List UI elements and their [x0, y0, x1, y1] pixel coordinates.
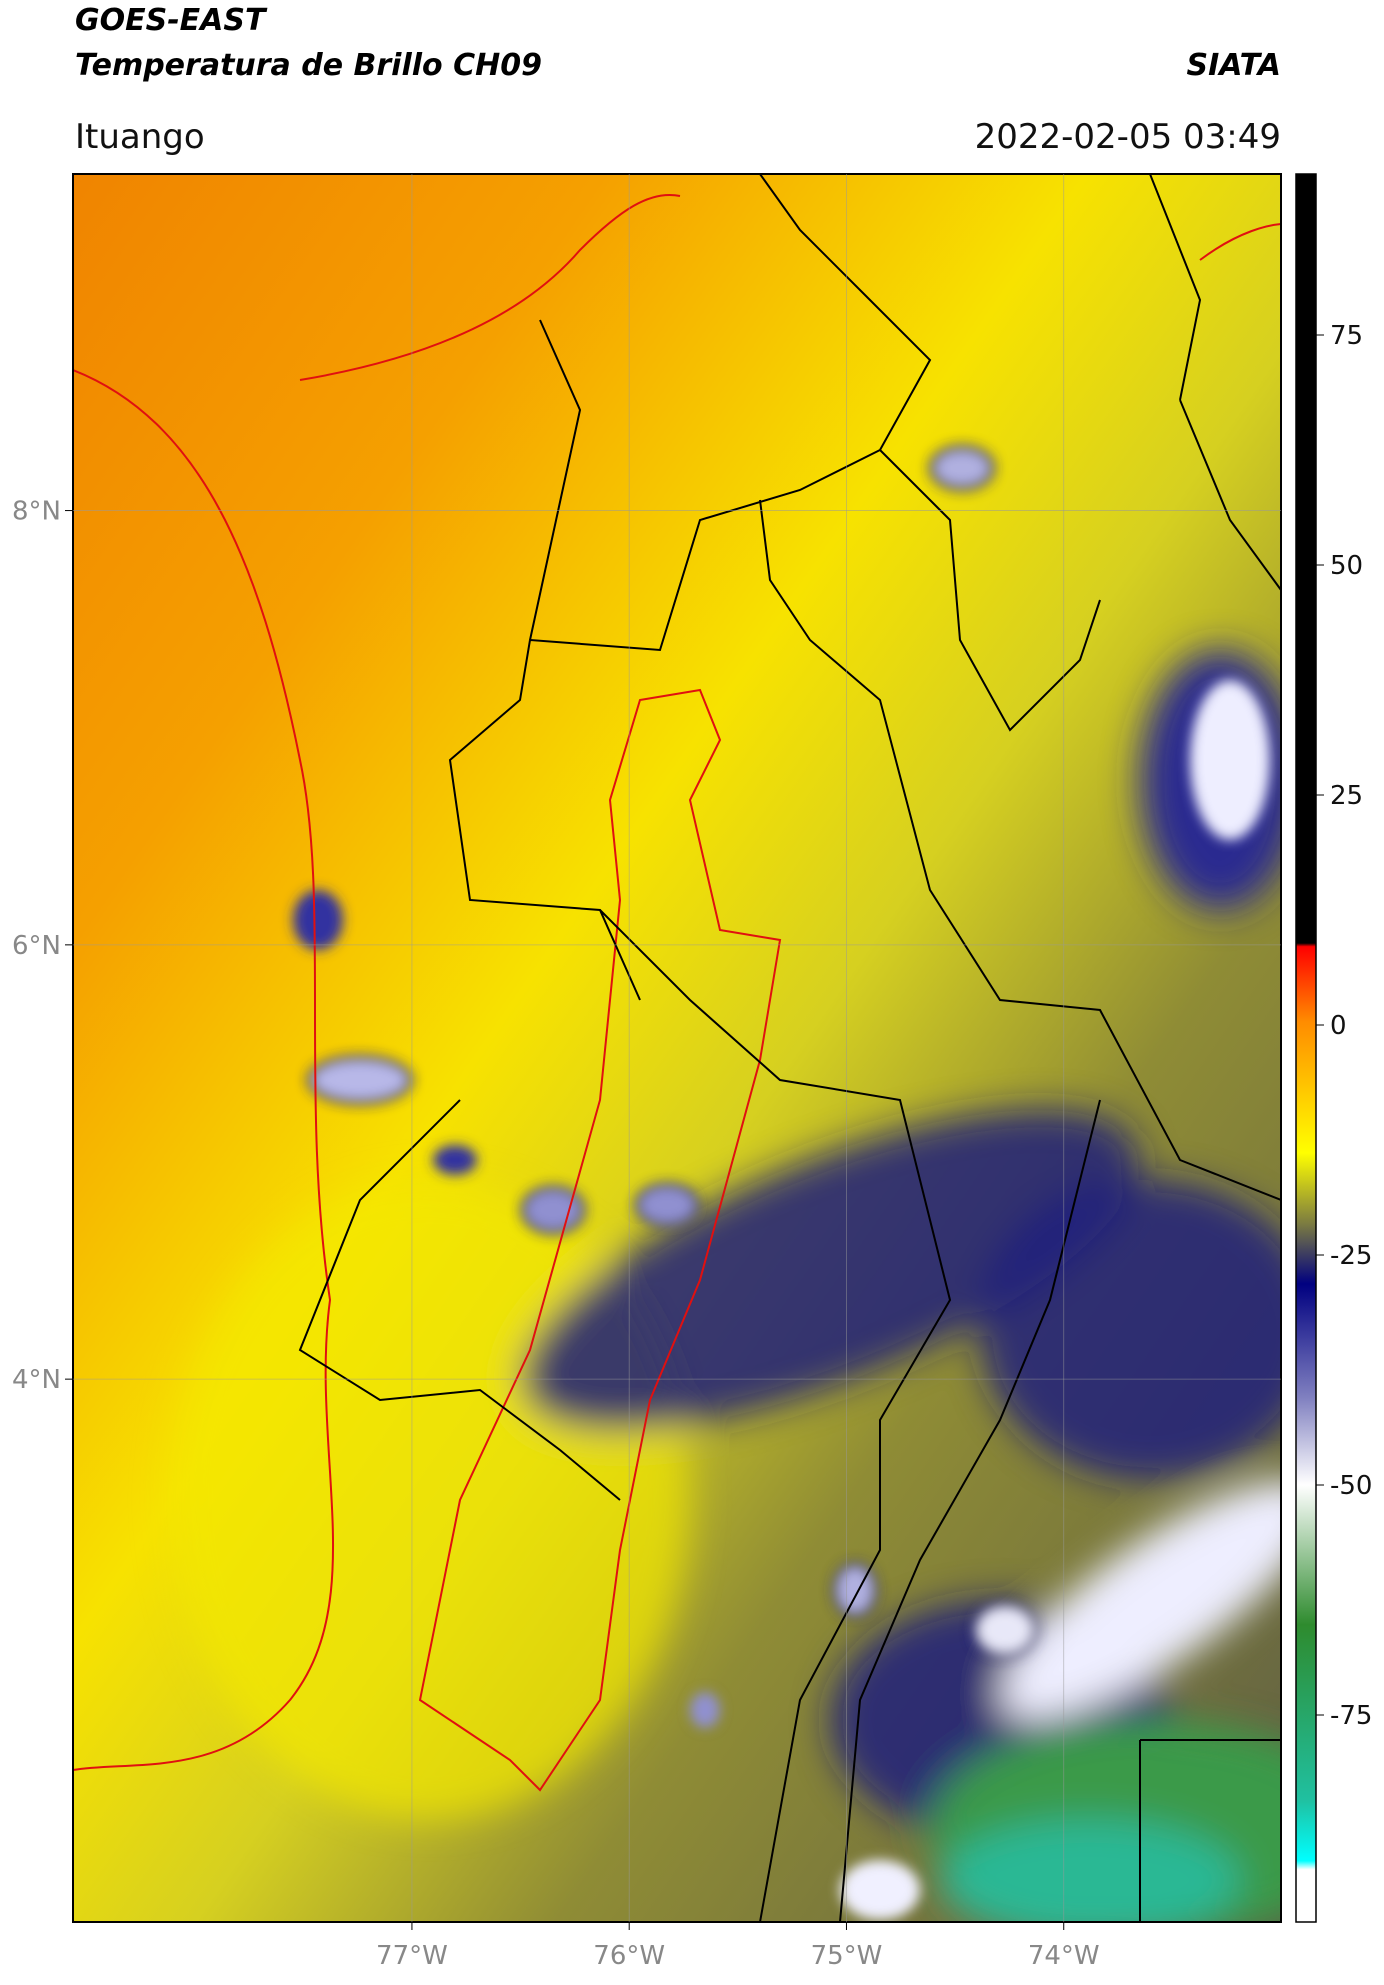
x-tick-label: 77°W [376, 1941, 448, 1971]
map-frame [72, 173, 1282, 1923]
colorbar-tick-label: -75 [1330, 1701, 1372, 1731]
y-tick-label: 6°N [12, 931, 61, 961]
title: GOES-EAST [75, 3, 268, 38]
colorbar [1295, 173, 1317, 1923]
y-tick-label: 4°N [12, 1365, 61, 1395]
x-tick-label: 74°W [1028, 1941, 1100, 1971]
region: Ituango [75, 117, 205, 157]
brand: SIATA [1187, 48, 1281, 83]
colorbar-tick-label: -25 [1330, 1241, 1372, 1271]
colorbar-tick-label: 0 [1330, 1011, 1347, 1041]
satellite-image [73, 174, 1281, 1922]
subtitle: Temperatura de Brillo CH09 [75, 48, 542, 83]
y-tick-label: 8°N [12, 497, 61, 527]
colorbar-tick-label: 25 [1330, 781, 1363, 811]
colorbar-tick-label: 75 [1330, 321, 1363, 351]
colorbar-tick-label: 50 [1330, 551, 1363, 581]
timestamp: 2022-02-05 03:49 [975, 117, 1281, 157]
x-tick-label: 76°W [593, 1941, 665, 1971]
colorbar-tick-label: -50 [1330, 1471, 1372, 1501]
x-tick-label: 75°W [811, 1941, 883, 1971]
